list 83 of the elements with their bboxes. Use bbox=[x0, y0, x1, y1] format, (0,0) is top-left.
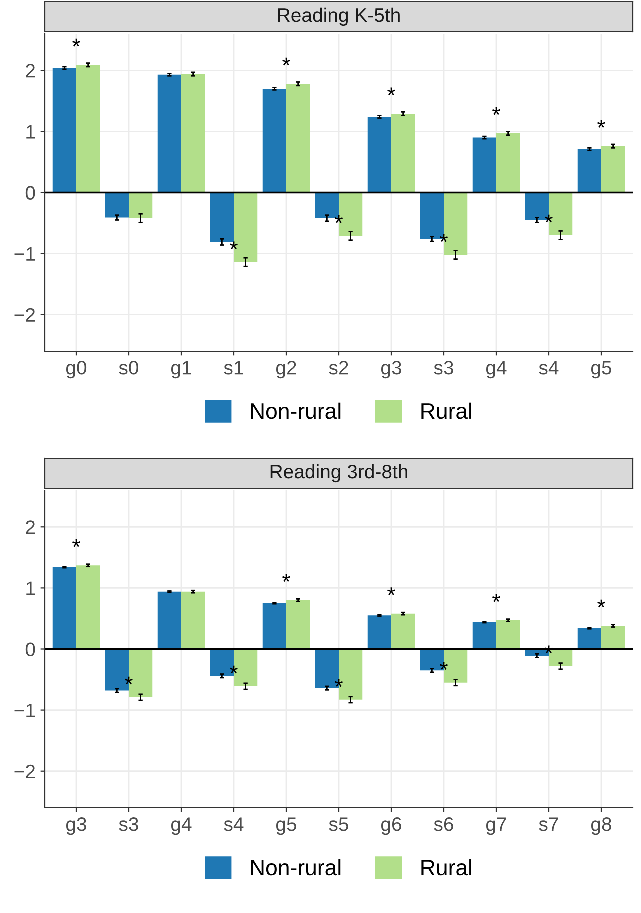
bar bbox=[262, 603, 286, 650]
annotation: * bbox=[492, 594, 500, 602]
bar bbox=[368, 117, 392, 193]
annotation: * bbox=[492, 107, 500, 116]
x-tick-label: s3 bbox=[434, 361, 454, 375]
annotation: * bbox=[282, 58, 290, 66]
bar bbox=[182, 74, 206, 193]
x-tick-label: s2 bbox=[329, 361, 348, 375]
x-tick-label: s0 bbox=[119, 361, 139, 375]
x-tick-label: g7 bbox=[486, 818, 506, 836]
legend-label: Rural bbox=[422, 402, 472, 420]
annotation: * bbox=[72, 539, 80, 548]
x-tick-label: s5 bbox=[329, 818, 348, 832]
bar bbox=[286, 600, 310, 650]
bar bbox=[392, 114, 416, 193]
legend-label: Rural bbox=[422, 859, 472, 876]
legend-label: Non-rural bbox=[251, 402, 341, 420]
y-tick-label: 0 bbox=[26, 186, 36, 200]
annotation: * bbox=[230, 666, 238, 674]
annotation: * bbox=[440, 234, 448, 242]
x-tick-label: s4 bbox=[539, 361, 559, 375]
annotation: * bbox=[388, 88, 396, 96]
bar bbox=[496, 134, 520, 193]
x-tick-label: g4 bbox=[172, 818, 192, 836]
chart-title: Reading 3rd-8th bbox=[270, 464, 408, 483]
x-tick-label: g5 bbox=[276, 818, 296, 836]
x-tick-label: s3 bbox=[119, 818, 138, 832]
x-tick-label: g0 bbox=[66, 361, 87, 379]
bar bbox=[496, 620, 520, 650]
annotation: * bbox=[545, 214, 553, 223]
bar bbox=[210, 192, 234, 242]
bar bbox=[158, 592, 182, 650]
x-tick-label: g2 bbox=[276, 361, 296, 379]
x-tick-label: g4 bbox=[486, 361, 507, 379]
bar bbox=[472, 138, 496, 193]
bar bbox=[368, 616, 392, 650]
bar bbox=[578, 149, 602, 193]
bar bbox=[262, 88, 286, 193]
x-tick-label: g5 bbox=[592, 361, 612, 379]
x-tick-label: g6 bbox=[382, 818, 402, 836]
bar bbox=[602, 626, 626, 650]
x-tick-label: s7 bbox=[539, 818, 558, 832]
bar bbox=[76, 566, 100, 650]
x-tick-label: g3 bbox=[382, 361, 402, 379]
y-tick-label: −2 bbox=[14, 308, 35, 322]
bar bbox=[76, 65, 100, 193]
annotation: * bbox=[125, 676, 133, 685]
bar bbox=[158, 74, 182, 193]
annotation: * bbox=[598, 600, 606, 608]
bar bbox=[286, 84, 310, 193]
annotation: * bbox=[598, 120, 606, 128]
y-tick-label: 1 bbox=[26, 125, 36, 139]
y-tick-label: 0 bbox=[26, 642, 36, 656]
bar bbox=[392, 614, 416, 650]
annotation: * bbox=[230, 242, 238, 250]
x-tick-label: s4 bbox=[224, 818, 244, 832]
bar bbox=[105, 192, 129, 218]
y-tick-label: 2 bbox=[26, 64, 35, 78]
bar bbox=[129, 192, 153, 218]
bar bbox=[52, 68, 76, 193]
y-tick-label: −1 bbox=[14, 247, 36, 261]
bar bbox=[602, 146, 626, 193]
annotation: * bbox=[335, 215, 343, 224]
x-tick-label: g8 bbox=[592, 818, 612, 836]
annotation: * bbox=[72, 38, 80, 47]
x-tick-label: s6 bbox=[434, 818, 454, 832]
bar bbox=[578, 628, 602, 650]
annotation: * bbox=[335, 679, 343, 688]
annotation: * bbox=[440, 662, 448, 670]
x-tick-label: g3 bbox=[66, 818, 86, 836]
x-tick-label: s1 bbox=[224, 361, 244, 375]
annotation: * bbox=[388, 588, 396, 596]
bar bbox=[52, 567, 76, 650]
y-tick-label: 2 bbox=[26, 520, 35, 534]
y-tick-label: 1 bbox=[26, 582, 36, 596]
y-tick-label: −2 bbox=[14, 764, 35, 778]
chart-title: Reading K-5th bbox=[278, 8, 400, 26]
annotation: * bbox=[282, 574, 290, 582]
y-tick-label: −1 bbox=[14, 704, 36, 718]
bar bbox=[182, 592, 206, 650]
x-tick-label: g1 bbox=[172, 361, 192, 379]
bar bbox=[472, 622, 496, 650]
legend-label: Non-rural bbox=[251, 859, 341, 876]
